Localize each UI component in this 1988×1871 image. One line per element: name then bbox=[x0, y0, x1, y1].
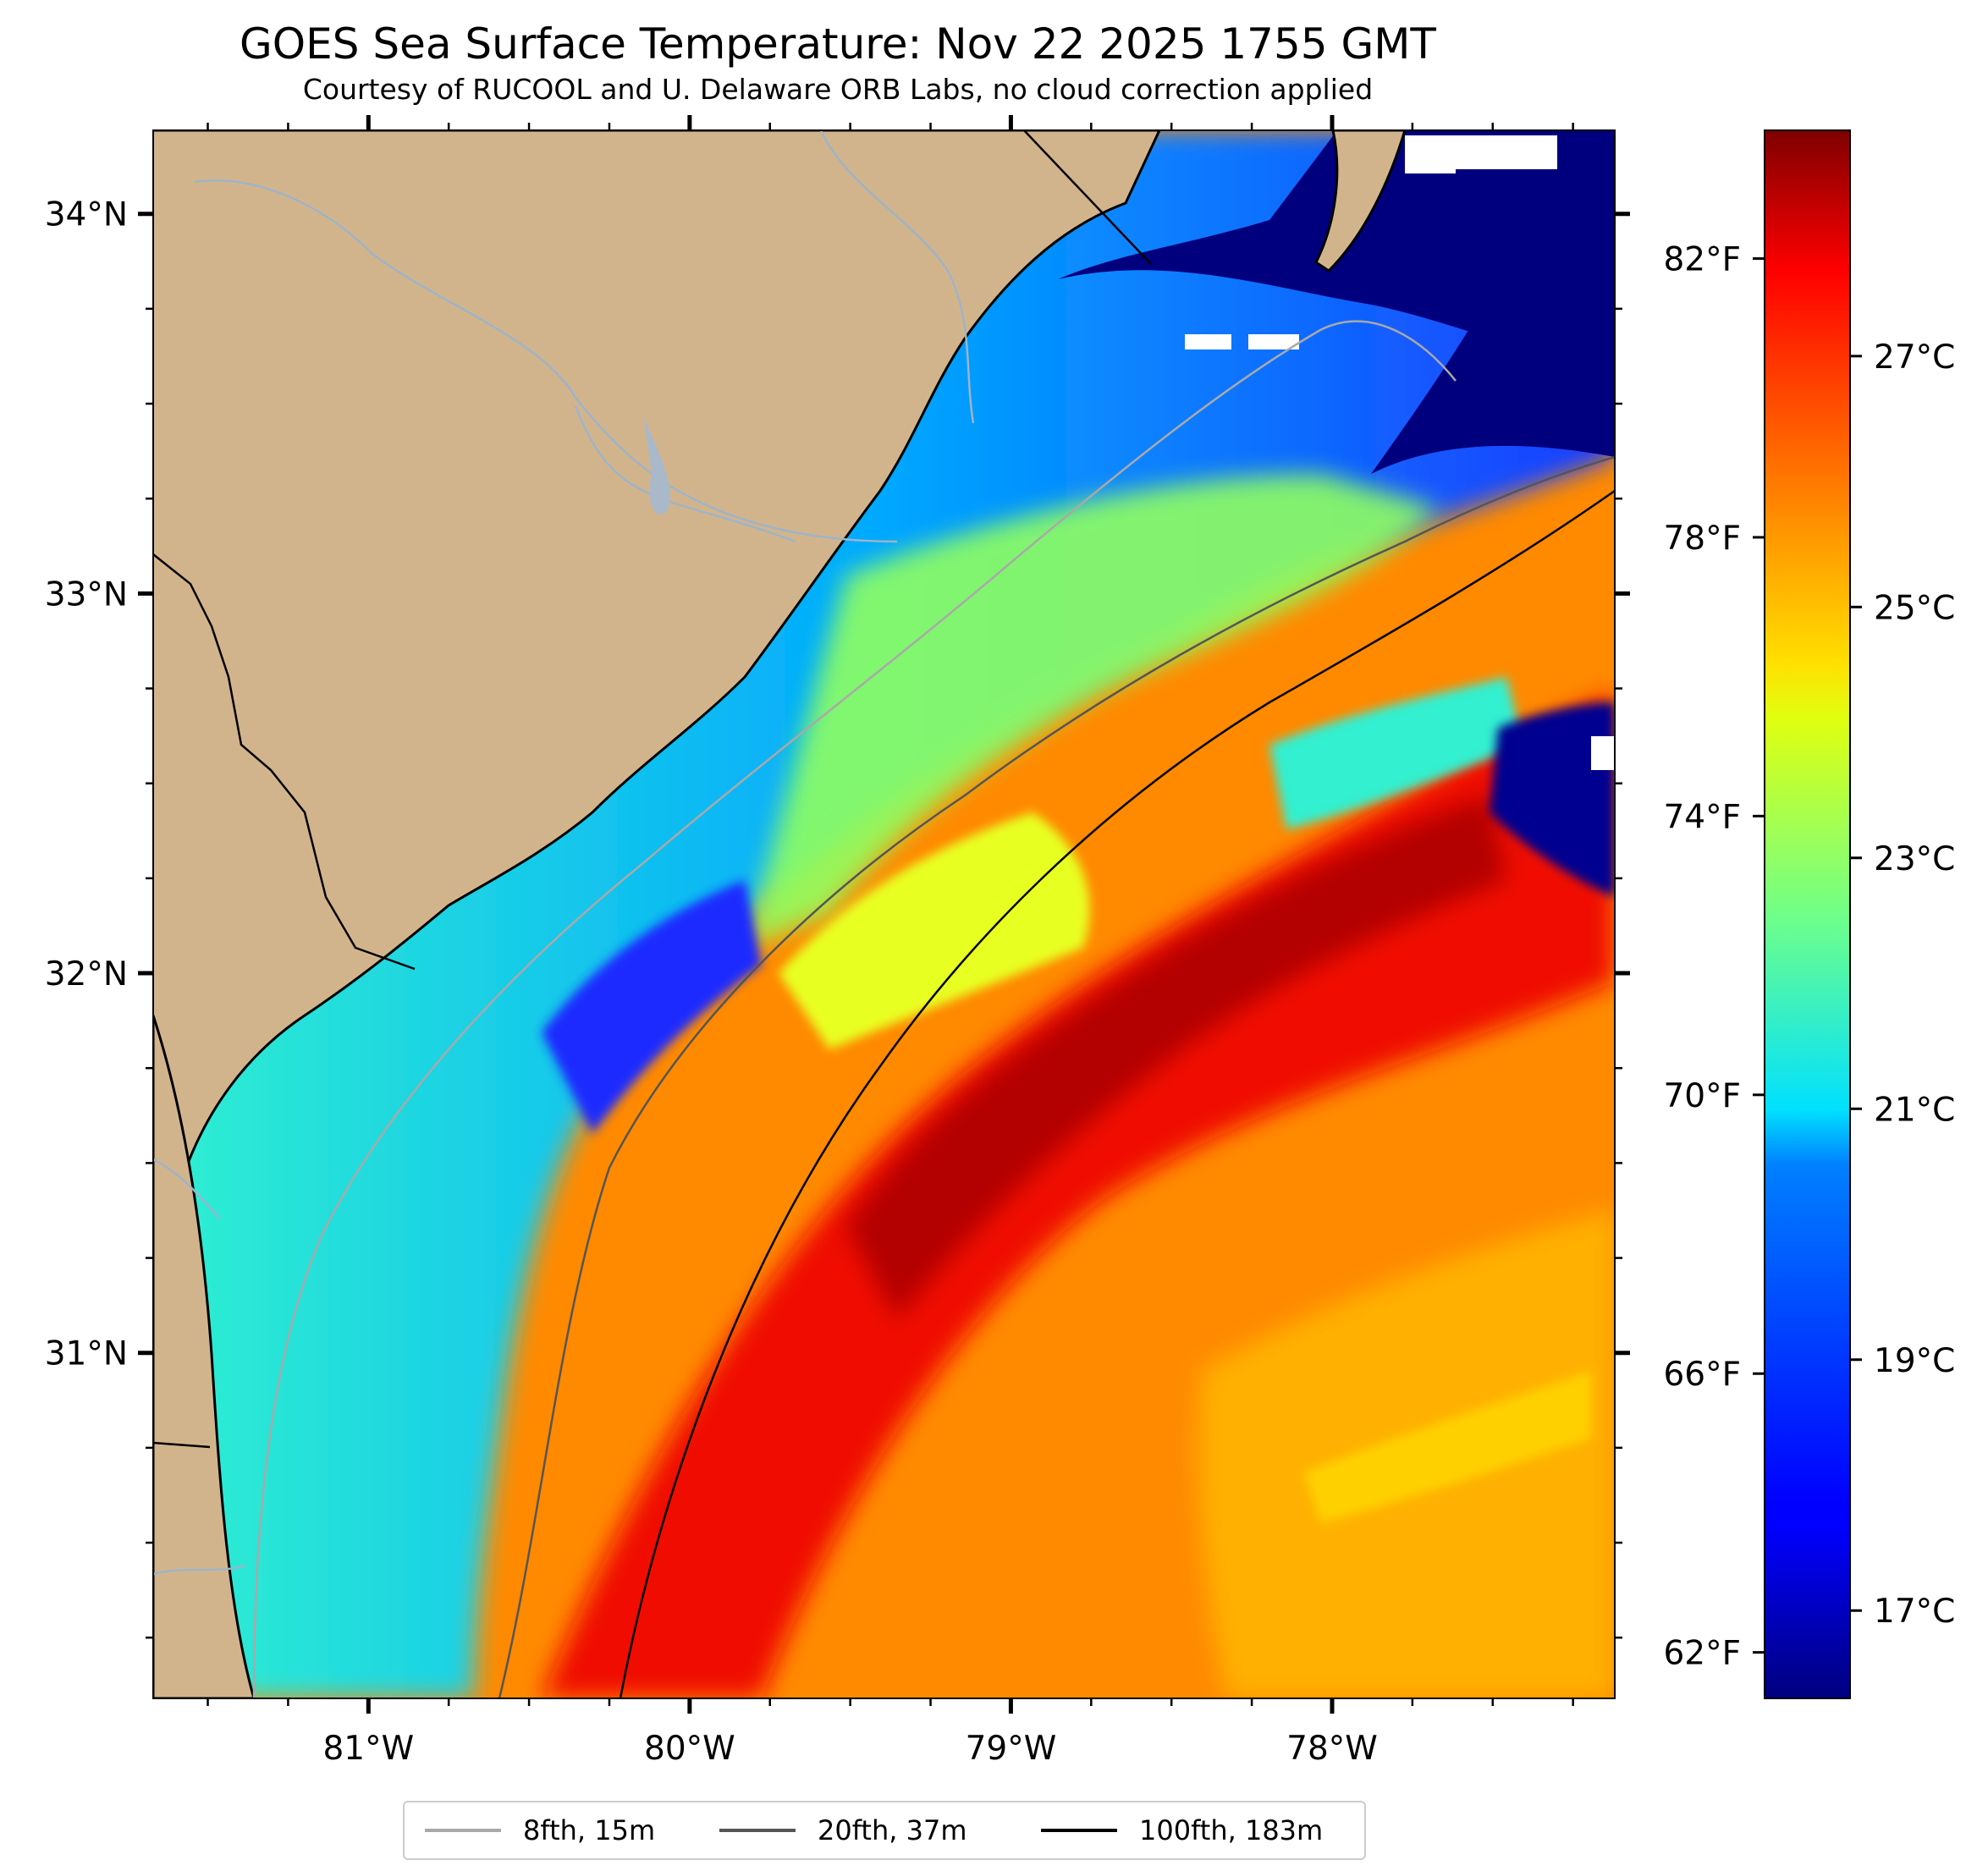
fahrenheit-tick-label: 62°F bbox=[1663, 1635, 1741, 1673]
legend-item-20fth: 20fth, 37m bbox=[719, 1802, 966, 1858]
latitude-ticks: 34°N 33°N 32°N 31°N bbox=[45, 196, 1630, 1639]
legend-item-100fth: 100fth, 183m bbox=[1041, 1802, 1323, 1858]
celsius-tick-label: 27°C bbox=[1874, 338, 1955, 377]
rivers bbox=[153, 130, 975, 1576]
lat-tick-label: 32°N bbox=[45, 955, 128, 993]
celsius-tick-label: 19°C bbox=[1874, 1342, 1955, 1380]
lon-tick-label: 78°W bbox=[1286, 1730, 1378, 1768]
legend-line-8fth bbox=[425, 1829, 501, 1832]
state-border-ga-fl bbox=[153, 1441, 211, 1449]
celsius-tick-label: 23°C bbox=[1874, 840, 1955, 878]
isobath-20fth bbox=[498, 455, 1615, 1698]
legend-line-100fth bbox=[1041, 1829, 1117, 1832]
state-border-nc-sc bbox=[1023, 130, 1152, 265]
lake-marion bbox=[643, 415, 671, 515]
celsius-tick-label: 17°C bbox=[1874, 1593, 1955, 1631]
missing-data-patches bbox=[1185, 135, 1615, 770]
isobath-100fth bbox=[619, 489, 1615, 1698]
celsius-tick-label: 25°C bbox=[1874, 589, 1955, 627]
isobath-legend: 8fth, 15m 20fth, 37m 100fth, 183m bbox=[403, 1801, 1366, 1860]
legend-line-20fth bbox=[719, 1829, 796, 1832]
shelf-yellow-eddy bbox=[779, 812, 1090, 1049]
offshore-yellow-filament bbox=[1303, 1371, 1591, 1523]
legend-label-8fth: 8fth, 15m bbox=[523, 1814, 656, 1846]
offshore-cyan-eddy bbox=[1269, 677, 1523, 829]
land-south bbox=[153, 1015, 256, 1698]
shelf-blue-intrusion bbox=[542, 880, 762, 1134]
map-panel bbox=[153, 130, 1615, 1698]
land-mass bbox=[153, 130, 1159, 1698]
colorbar bbox=[1764, 129, 1851, 1699]
fahrenheit-tick-label: 82°F bbox=[1663, 241, 1741, 279]
lat-tick-label: 34°N bbox=[45, 196, 128, 234]
lat-tick-label: 31°N bbox=[45, 1335, 128, 1373]
coastline bbox=[153, 130, 1161, 1351]
legend-label-20fth: 20fth, 37m bbox=[818, 1814, 967, 1846]
gulf-stream-core bbox=[846, 795, 1506, 1320]
colorbar-ticks: 17°C 19°C 21°C 23°C 25°C 27°C 62°F 66°F 70°F 74°F… bbox=[1663, 241, 1955, 1673]
shelf-green-band bbox=[745, 474, 1439, 948]
legend-label-100fth: 100fth, 183m bbox=[1139, 1814, 1324, 1846]
lat-tick-label: 33°N bbox=[45, 575, 128, 614]
lon-tick-label: 81°W bbox=[322, 1730, 414, 1768]
isobath-8fth bbox=[252, 320, 1457, 1698]
fahrenheit-tick-label: 66°F bbox=[1663, 1356, 1741, 1394]
longitude-ticks: 81°W 80°W 79°W 78°W bbox=[207, 115, 1574, 1768]
cape-fear-land bbox=[1314, 130, 1407, 272]
map-title: GOES Sea Surface Temperature: Nov 22 202… bbox=[240, 19, 1436, 69]
legend-item-8fth: 8fth, 15m bbox=[425, 1802, 655, 1858]
dark-blue-northeast bbox=[1371, 130, 1615, 474]
offshore-dark-patch bbox=[1490, 702, 1615, 897]
fahrenheit-tick-label: 78°F bbox=[1663, 520, 1741, 558]
fahrenheit-tick-label: 70°F bbox=[1663, 1077, 1741, 1115]
fahrenheit-tick-label: 74°F bbox=[1663, 798, 1741, 836]
celsius-tick-label: 21°C bbox=[1874, 1091, 1955, 1129]
lon-tick-label: 80°W bbox=[644, 1730, 735, 1768]
map-frame bbox=[152, 129, 1616, 1699]
map-subtitle: Courtesy of RUCOOL and U. Delaware ORB L… bbox=[302, 73, 1374, 106]
lon-tick-label: 79°W bbox=[966, 1730, 1057, 1768]
state-border-sc-ga bbox=[153, 553, 416, 971]
